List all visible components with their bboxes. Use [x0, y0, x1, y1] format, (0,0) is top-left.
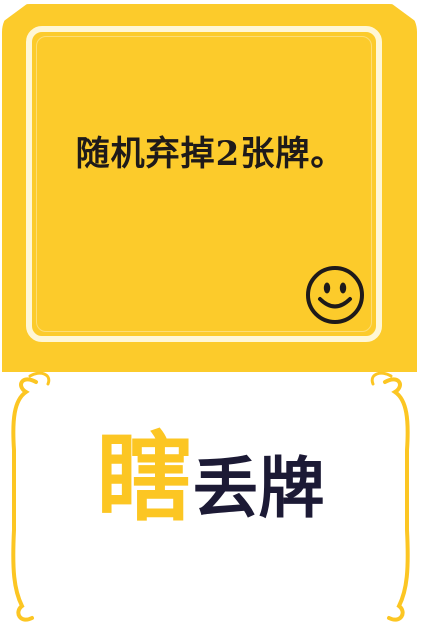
card-title: 瞎丢牌 — [0, 430, 421, 526]
card-title-panel — [0, 372, 421, 630]
card-ornament-frame — [11, 371, 410, 622]
card-title-rest: 丢牌 — [192, 449, 325, 527]
card-title-highlight: 瞎 — [96, 421, 193, 534]
card-effect-text: 随机弃掉2张牌。 — [75, 134, 346, 174]
smiley-face-icon — [306, 266, 364, 324]
